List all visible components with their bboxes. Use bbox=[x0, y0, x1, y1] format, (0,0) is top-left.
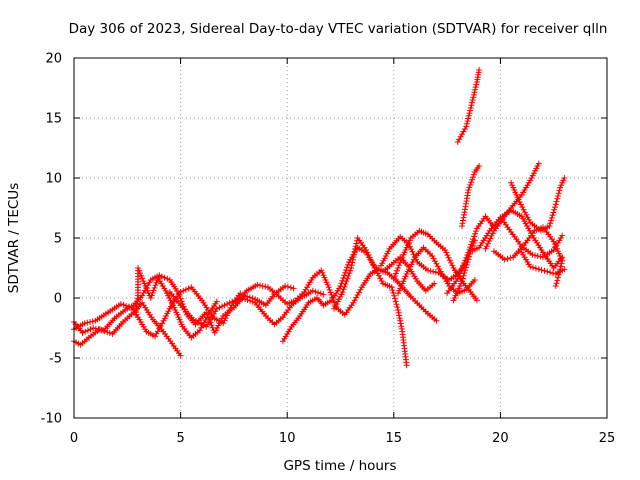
plus-markers bbox=[454, 67, 483, 145]
x-tick-label: 25 bbox=[599, 431, 616, 446]
series-arc-16 bbox=[482, 160, 542, 252]
series-arc-19 bbox=[491, 224, 566, 289]
plus-markers bbox=[331, 235, 410, 369]
x-tick-label: 15 bbox=[386, 431, 403, 446]
y-tick-label: -5 bbox=[49, 352, 62, 367]
x-tick-label: 0 bbox=[70, 431, 78, 446]
x-tick-label: 5 bbox=[176, 431, 184, 446]
y-tick-label: -10 bbox=[41, 412, 62, 427]
y-tick-label: 15 bbox=[45, 112, 62, 127]
y-tick-label: 0 bbox=[54, 292, 62, 307]
series-arc-14 bbox=[459, 163, 483, 229]
y-tick-label: 20 bbox=[45, 52, 62, 67]
y-axis-label: SDTVAR / TECUs bbox=[6, 183, 22, 293]
plus-markers bbox=[491, 224, 566, 289]
axis-ticks: 0 5 10 15 20 25 -10 -5 0 5 10 15 20 bbox=[41, 52, 616, 447]
series-arc-18 bbox=[518, 249, 568, 277]
series-arc-15 bbox=[454, 67, 483, 145]
y-tick-label: 10 bbox=[45, 172, 62, 187]
series-arc-17 bbox=[508, 175, 568, 234]
series-arc-8 bbox=[331, 235, 410, 369]
x-tick-label: 20 bbox=[492, 431, 509, 446]
chart-title: Day 306 of 2023, Sidereal Day-to-day VTE… bbox=[69, 21, 608, 37]
plus-markers bbox=[233, 266, 440, 324]
plus-markers bbox=[508, 175, 568, 234]
data-series bbox=[71, 67, 568, 369]
plus-markers bbox=[459, 163, 483, 229]
y-tick-label: 5 bbox=[54, 232, 62, 247]
plus-markers bbox=[482, 160, 542, 252]
x-axis-label: GPS time / hours bbox=[283, 458, 396, 474]
x-tick-label: 10 bbox=[279, 431, 296, 446]
grid bbox=[74, 58, 607, 418]
